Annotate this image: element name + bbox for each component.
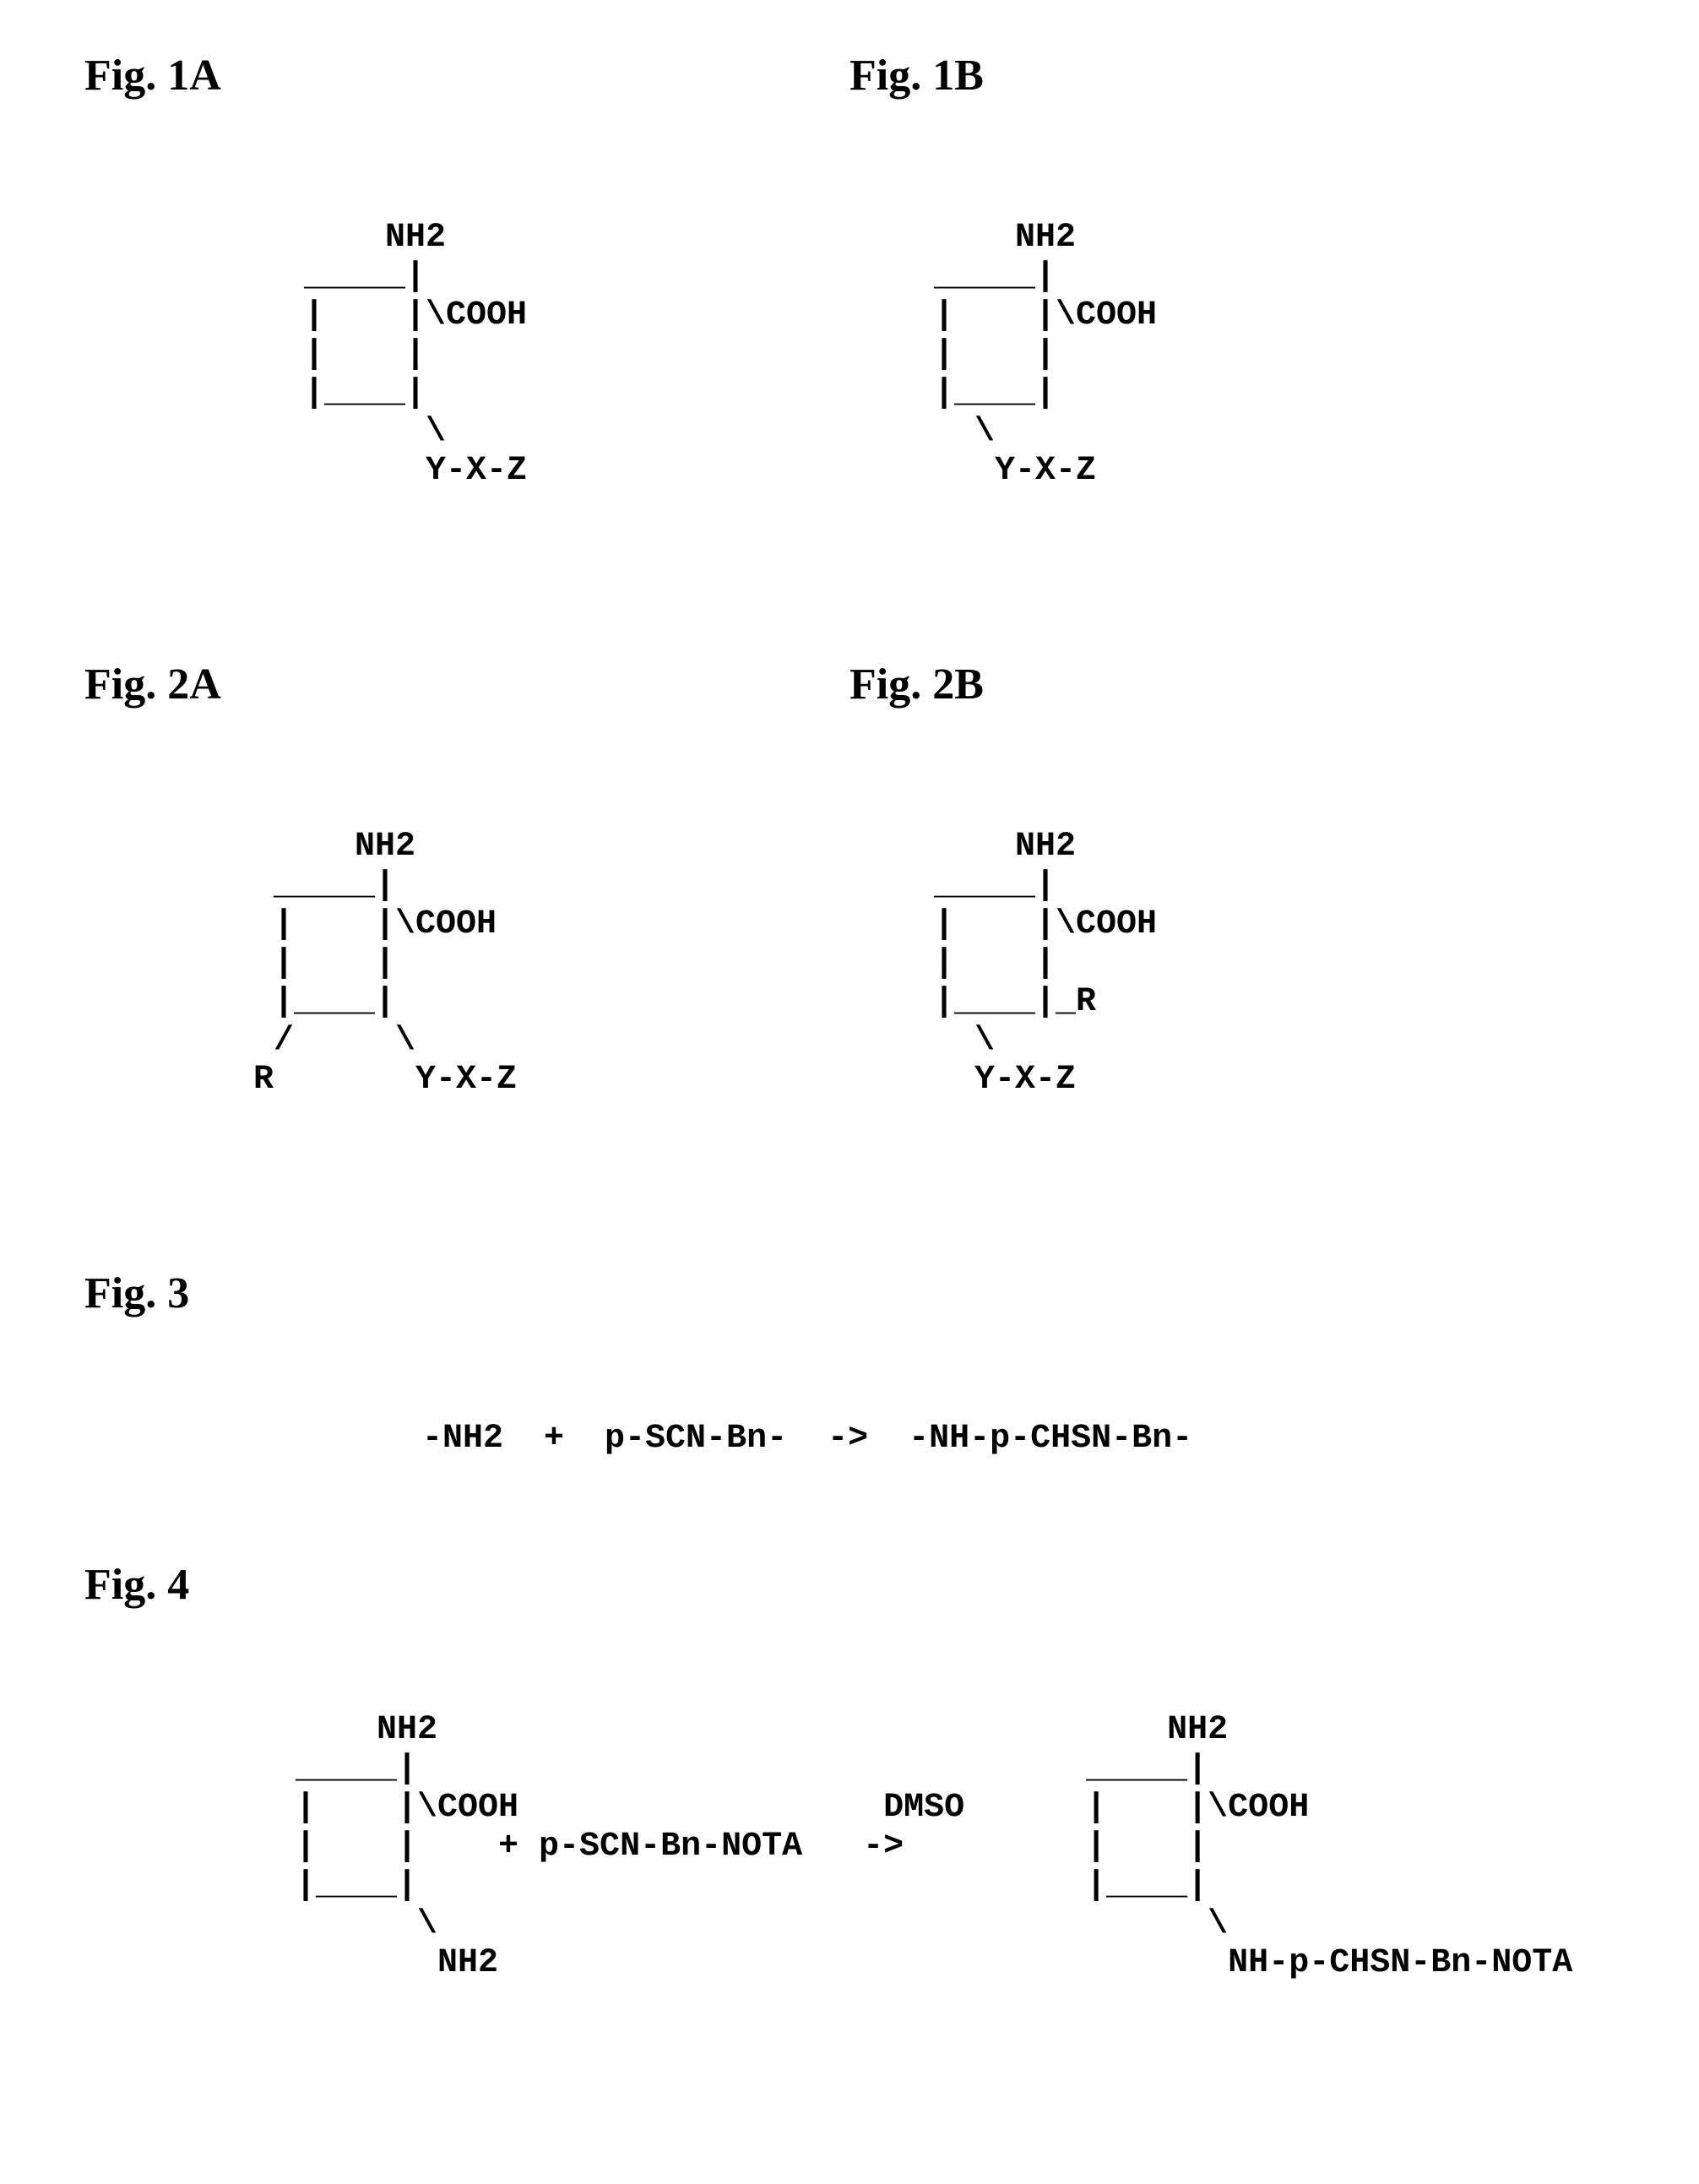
figure-2b-label: Fig. 2B bbox=[850, 660, 1615, 709]
diagram-4: NH2 NH2 _____| _____| | |\COOH DMSO | |\… bbox=[84, 1711, 1615, 1983]
figure-4-label: Fig. 4 bbox=[84, 1560, 1615, 1610]
section-gap-2 bbox=[84, 1167, 1615, 1269]
figure-row-2: Fig. 2A Fig. 2B bbox=[84, 660, 1615, 760]
diagram-2a: NH2 _____| | |\COOH | | |____| / \ R Y-X… bbox=[84, 828, 850, 1100]
figure-1b-label: Fig. 1B bbox=[850, 51, 1615, 101]
gap-4 bbox=[84, 1660, 1615, 1711]
diagram-2b-block: NH2 _____| | |\COOH | | |____|_R \ Y-X-Z bbox=[850, 828, 1615, 1100]
diagram-1b: NH2 _____| | |\COOH | | |____| \ Y-X-Z bbox=[850, 219, 1615, 491]
figure-2a-label: Fig. 2A bbox=[84, 660, 850, 709]
diagram-1b-block: NH2 _____| | |\COOH | | |____| \ Y-X-Z bbox=[850, 219, 1615, 491]
figure-row-1: Fig. 1A Fig. 1B bbox=[84, 51, 1615, 151]
figure-1b-block: Fig. 1B bbox=[850, 51, 1615, 151]
diagram-2a-block: NH2 _____| | |\COOH | | |____| / \ R Y-X… bbox=[84, 828, 850, 1100]
diagram-1a: NH2 _____| | |\COOH | | |____| \ Y-X-Z bbox=[84, 219, 850, 491]
diagram-3: -NH2 + p-SCN-Bn- -> -NH-p-CHSN-Bn- bbox=[84, 1420, 1615, 1459]
diagram-row-1: NH2 _____| | |\COOH | | |____| \ Y-X-Z N… bbox=[84, 219, 1615, 491]
figure-4-block: Fig. 4 NH2 NH2 _____| _____| | |\COOH DM… bbox=[84, 1560, 1615, 1983]
section-gap-1 bbox=[84, 558, 1615, 660]
figure-2b-block: Fig. 2B bbox=[850, 660, 1615, 760]
figure-3-label: Fig. 3 bbox=[84, 1269, 1615, 1318]
diagram-row-2: NH2 _____| | |\COOH | | |____| / \ R Y-X… bbox=[84, 828, 1615, 1100]
figure-2a-block: Fig. 2A bbox=[84, 660, 850, 760]
section-gap-3 bbox=[84, 1459, 1615, 1560]
gap-3 bbox=[84, 1369, 1615, 1420]
diagram-2b: NH2 _____| | |\COOH | | |____|_R \ Y-X-Z bbox=[850, 828, 1615, 1100]
figure-3-block: Fig. 3 -NH2 + p-SCN-Bn- -> -NH-p-CHSN-Bn… bbox=[84, 1269, 1615, 1459]
figure-1a-block: Fig. 1A bbox=[84, 51, 850, 151]
diagram-1a-block: NH2 _____| | |\COOH | | |____| \ Y-X-Z bbox=[84, 219, 850, 491]
figure-1a-label: Fig. 1A bbox=[84, 51, 850, 101]
